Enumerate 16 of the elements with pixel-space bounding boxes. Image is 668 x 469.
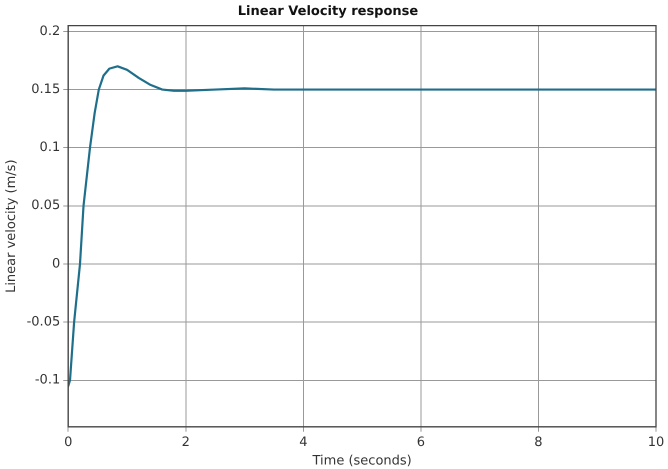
x-tick-label: 6 bbox=[416, 434, 426, 450]
x-tick-label: 8 bbox=[534, 434, 543, 450]
y-tick-label: 0.1 bbox=[40, 140, 60, 156]
y-tick-label: -0.1 bbox=[34, 372, 60, 388]
chart-title: Linear Velocity response bbox=[238, 4, 418, 20]
y-tick-label: 0 bbox=[52, 256, 60, 272]
x-tick-label: 2 bbox=[182, 434, 190, 450]
y-tick-label: 0.15 bbox=[31, 82, 60, 97]
y-tick-label: 0.2 bbox=[40, 24, 60, 39]
x-tick-label: 4 bbox=[299, 434, 308, 450]
y-tick-label: 0.05 bbox=[31, 198, 60, 214]
x-axis-title: Time (seconds) bbox=[312, 454, 412, 469]
x-tick-label: 0 bbox=[64, 434, 72, 450]
x-tick-label: 10 bbox=[648, 434, 664, 450]
y-axis-title: Linear velocity (m/s) bbox=[4, 159, 20, 293]
y-tick-label: -0.05 bbox=[26, 314, 60, 330]
